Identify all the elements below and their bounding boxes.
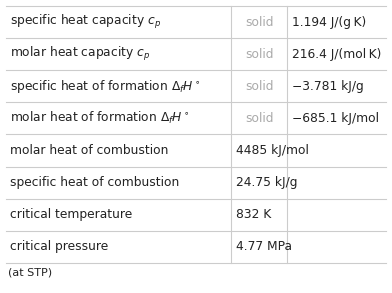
Text: 1.194 J/(g K): 1.194 J/(g K) xyxy=(292,16,367,28)
Text: 216.4 J/(mol K): 216.4 J/(mol K) xyxy=(292,48,381,61)
Text: 832 K: 832 K xyxy=(236,208,271,221)
Text: solid: solid xyxy=(245,16,273,28)
Text: specific heat of combustion: specific heat of combustion xyxy=(10,176,179,189)
Text: −685.1 kJ/mol: −685.1 kJ/mol xyxy=(292,112,379,125)
Text: critical temperature: critical temperature xyxy=(10,208,132,221)
Text: critical pressure: critical pressure xyxy=(10,241,108,253)
Text: molar heat of combustion: molar heat of combustion xyxy=(10,144,169,157)
Text: solid: solid xyxy=(245,80,273,93)
Text: solid: solid xyxy=(245,112,273,125)
Text: molar heat of formation $\Delta_f H^\circ$: molar heat of formation $\Delta_f H^\cir… xyxy=(10,110,190,127)
Text: 4.77 MPa: 4.77 MPa xyxy=(236,241,292,253)
Text: −3.781 kJ/g: −3.781 kJ/g xyxy=(292,80,364,93)
Text: specific heat capacity $c_p$: specific heat capacity $c_p$ xyxy=(10,13,161,31)
Text: specific heat of formation $\Delta_f H^\circ$: specific heat of formation $\Delta_f H^\… xyxy=(10,78,201,95)
Text: (at STP): (at STP) xyxy=(8,268,52,278)
Text: 4485 kJ/mol: 4485 kJ/mol xyxy=(236,144,309,157)
Text: 24.75 kJ/g: 24.75 kJ/g xyxy=(236,176,298,189)
Text: molar heat capacity $c_p$: molar heat capacity $c_p$ xyxy=(10,45,150,63)
Text: solid: solid xyxy=(245,48,273,61)
